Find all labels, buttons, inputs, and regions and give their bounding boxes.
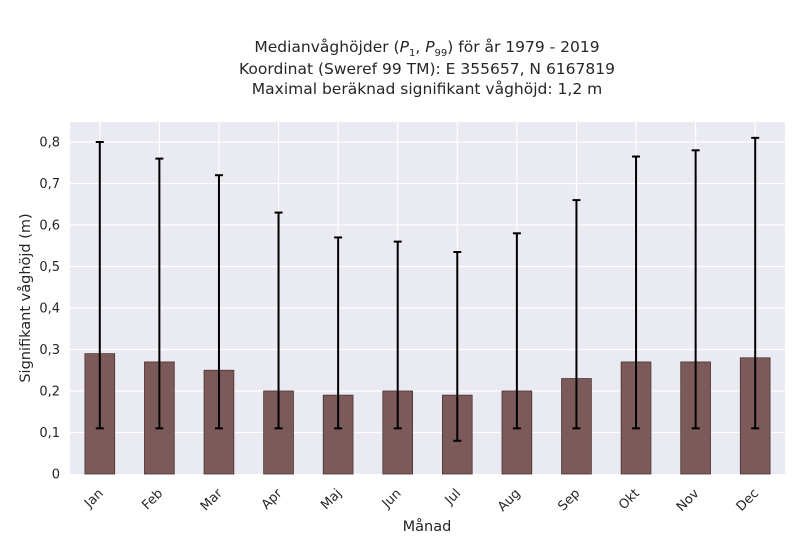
x-tick-label: Okt — [616, 486, 643, 513]
x-tick-label: Feb — [139, 486, 166, 513]
x-tick-label: Jan — [81, 486, 106, 511]
x-tick-label: Jun — [379, 486, 405, 512]
y-tick-label: 0,2 — [39, 385, 60, 400]
bar-maj — [322, 394, 354, 475]
title-line-2: Koordinat (Sweref 99 TM): E 355657, N 61… — [239, 60, 615, 78]
x-tick-label: Nov — [674, 486, 703, 515]
x-tick-label: Apr — [259, 486, 286, 513]
plot-area — [70, 122, 785, 474]
y-axis-label: Signifikant våghöjd (m) — [17, 213, 34, 382]
y-tick-label: 0,3 — [39, 343, 60, 358]
y-tick-label: 0,1 — [39, 426, 60, 441]
y-tick-label: 0,7 — [39, 177, 60, 192]
y-tick-label: 0,5 — [39, 260, 60, 275]
x-tick-label: Maj — [318, 486, 345, 513]
x-tick-label: Mar — [198, 486, 226, 514]
chart-title: Medianvåghöjder (P1, P99) för år 1979 - … — [239, 38, 615, 98]
y-tick-label: 0 — [52, 468, 60, 483]
y-ticks: 0 0,1 0,2 0,3 0,4 0,5 0,6 0,7 0,8 — [39, 136, 60, 483]
x-tick-label: Dec — [734, 486, 762, 514]
y-tick-label: 0,8 — [39, 136, 60, 151]
title-line-1: Medianvåghöjder (P1, P99) för år 1979 - … — [254, 38, 599, 59]
title-line-3: Maximal beräknad signifikant våghöjd: 1,… — [252, 80, 602, 98]
x-tick-label: Aug — [495, 486, 524, 515]
bar-apr — [263, 390, 294, 475]
x-tick-label: Sep — [555, 486, 583, 514]
y-tick-label: 0,4 — [39, 302, 60, 317]
x-ticks: Jan Feb Mar Apr Maj Jun Jul Aug Sep Okt Nov Dec — [81, 486, 762, 515]
x-axis-label: Månad — [403, 518, 452, 535]
x-tick-label: Jul — [442, 486, 464, 508]
y-tick-label: 0,6 — [39, 219, 60, 234]
error-bars — [95, 136, 760, 442]
